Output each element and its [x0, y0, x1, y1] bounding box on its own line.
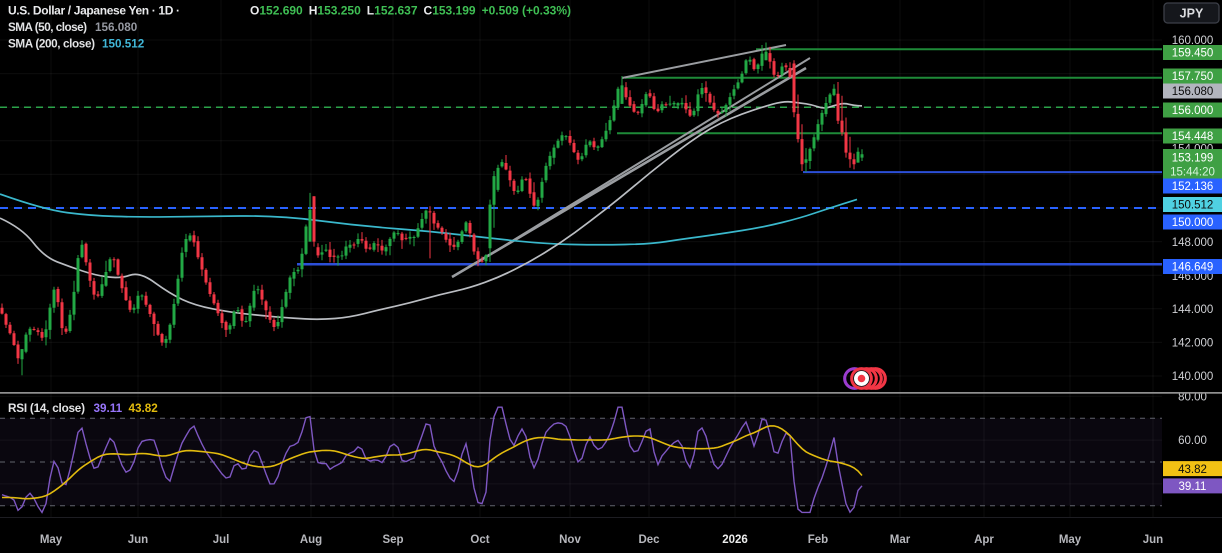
svg-text:154.448: 154.448 — [1172, 131, 1214, 143]
svg-text:39.11: 39.11 — [94, 402, 123, 415]
svg-text:May: May — [1059, 534, 1082, 546]
svg-text:RSI (14, close): RSI (14, close) — [8, 402, 85, 415]
svg-text:43.82: 43.82 — [129, 402, 159, 415]
svg-text:Jul: Jul — [213, 534, 230, 546]
svg-text:U.S. Dollar / Japanese Yen · 1: U.S. Dollar / Japanese Yen · 1D · — [8, 4, 180, 18]
svg-text:Sep: Sep — [382, 534, 403, 546]
svg-text:Jun: Jun — [1143, 534, 1163, 546]
svg-text:43.82: 43.82 — [1178, 464, 1207, 476]
svg-text:May: May — [40, 534, 63, 546]
svg-text:JPY: JPY — [1180, 7, 1204, 21]
svg-text:2026: 2026 — [722, 534, 748, 546]
svg-text:146.649: 146.649 — [1172, 262, 1214, 274]
svg-text:153.199: 153.199 — [1172, 153, 1214, 165]
svg-text:159.450: 159.450 — [1172, 48, 1214, 60]
svg-text:Dec: Dec — [638, 534, 660, 546]
svg-text:SMA (50, close): SMA (50, close) — [8, 21, 87, 34]
svg-text:150.512: 150.512 — [1172, 200, 1214, 212]
svg-text:Aug: Aug — [300, 534, 322, 546]
svg-text:142.000: 142.000 — [1172, 338, 1214, 350]
svg-text:39.11: 39.11 — [1179, 481, 1207, 493]
svg-text:60.00: 60.00 — [1178, 435, 1207, 447]
svg-text:156.080: 156.080 — [95, 21, 138, 34]
svg-text:SMA (200, close): SMA (200, close) — [8, 38, 95, 51]
svg-text:15:44:20: 15:44:20 — [1170, 167, 1215, 179]
svg-text:150.512: 150.512 — [102, 38, 145, 51]
svg-text:Oct: Oct — [470, 534, 489, 546]
svg-text:152.136: 152.136 — [1172, 181, 1214, 193]
svg-text:157.750: 157.750 — [1172, 71, 1214, 83]
svg-text:Nov: Nov — [559, 534, 581, 546]
svg-text:Apr: Apr — [974, 534, 994, 546]
svg-text:156.000: 156.000 — [1172, 105, 1214, 117]
svg-text:140.000: 140.000 — [1172, 371, 1214, 383]
svg-text:144.000: 144.000 — [1172, 304, 1214, 316]
svg-text:80.00: 80.00 — [1178, 392, 1207, 404]
svg-text:156.080: 156.080 — [1172, 86, 1214, 98]
svg-text:Feb: Feb — [808, 534, 828, 546]
svg-text:148.000: 148.000 — [1172, 237, 1214, 249]
svg-text:146.000: 146.000 — [1172, 271, 1214, 283]
svg-text:Mar: Mar — [890, 534, 911, 546]
svg-text:150.000: 150.000 — [1172, 217, 1214, 229]
svg-text:Jun: Jun — [128, 534, 148, 546]
svg-text:160.000: 160.000 — [1172, 35, 1214, 47]
